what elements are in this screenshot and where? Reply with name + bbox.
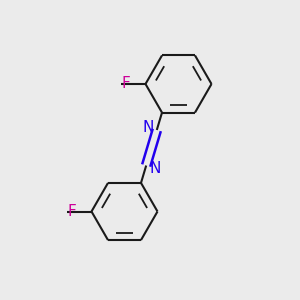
Text: F: F bbox=[122, 76, 130, 92]
Text: F: F bbox=[68, 204, 76, 219]
Text: N: N bbox=[142, 120, 154, 135]
Text: N: N bbox=[149, 160, 160, 175]
